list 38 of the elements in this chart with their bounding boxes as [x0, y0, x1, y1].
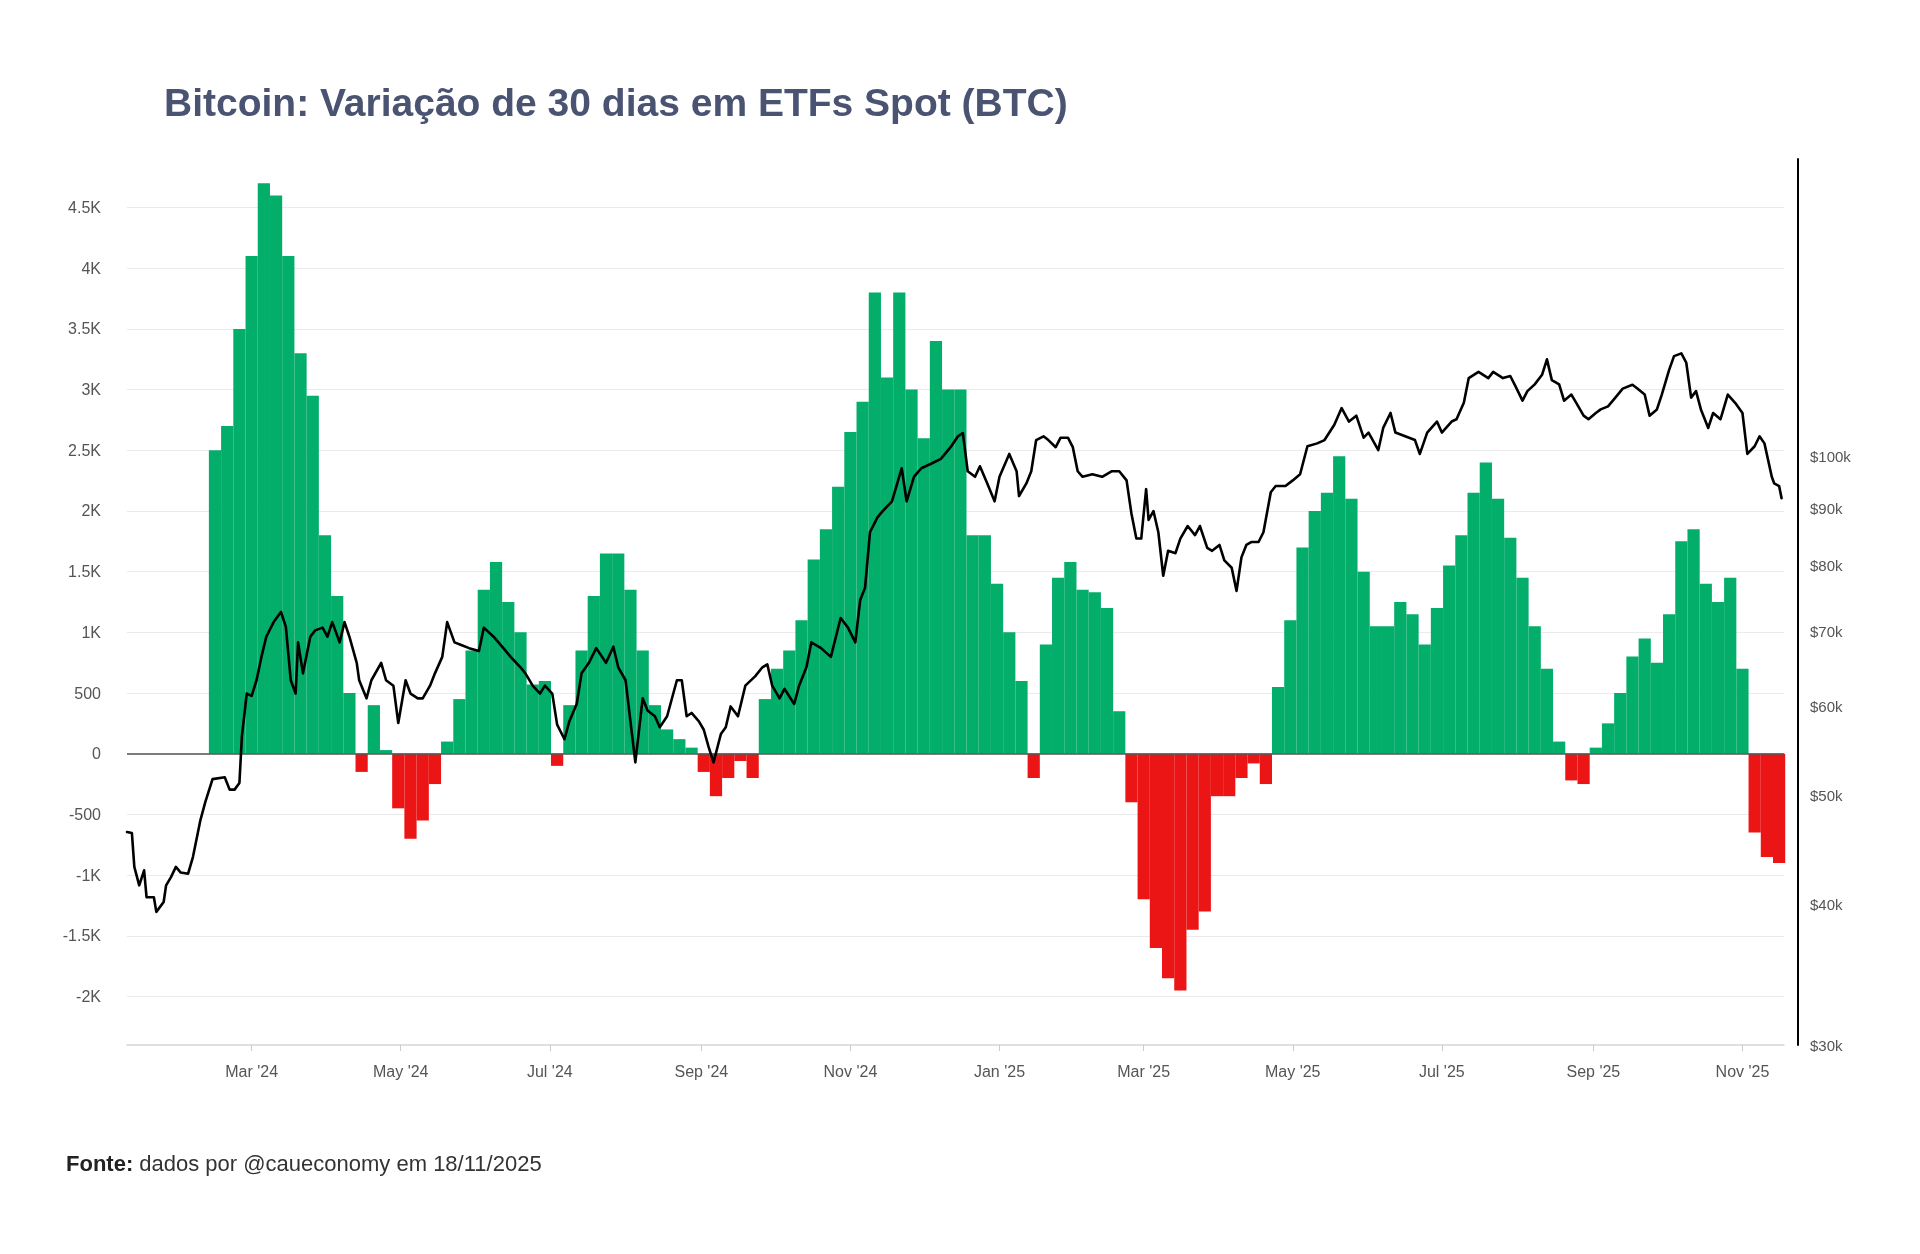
x-tick-label: May '25: [1265, 1062, 1321, 1080]
y-tick-label: 4.5K: [68, 199, 102, 217]
y2-tick-label: $50k: [1810, 786, 1844, 804]
y2-tick-label: $80k: [1810, 557, 1844, 575]
y2-tick-label: $30k: [1810, 1036, 1844, 1054]
y-tick-label: 2.5K: [68, 441, 102, 459]
y-tick-label: -2K: [76, 987, 102, 1005]
y2-tick-label: $90k: [1810, 499, 1844, 517]
y2-tick-label: $60k: [1810, 697, 1844, 715]
source-note: Fonte: dados por @caueconomy em 18/11/2025: [66, 1150, 542, 1176]
bar: [355, 753, 368, 772]
y-tick-label: 1K: [81, 623, 102, 641]
x-tick-label: Jan '25: [973, 1062, 1026, 1080]
chart-title: Bitcoin: Variação de 30 dias em ETFs Spot (BTC): [164, 81, 1068, 124]
y-tick-label: -1.5K: [62, 927, 102, 945]
y-tick-label: 1.5K: [68, 563, 102, 581]
x-tick-label: Sep '25: [1566, 1062, 1621, 1080]
x-tick-label: Jul '25: [1418, 1062, 1465, 1080]
y-tick-label: 3K: [81, 381, 102, 399]
y-tick-label: 2K: [81, 502, 102, 520]
x-tick-label: Nov '24: [823, 1062, 878, 1080]
y2-tick-label: $40k: [1810, 895, 1844, 913]
y-tick-label: 3.5K: [68, 320, 102, 338]
y-tick-label: 0: [92, 745, 102, 763]
x-tick-label: Nov '25: [1715, 1062, 1770, 1080]
y-tick-label: -500: [68, 805, 102, 823]
y-tick-label: 4K: [81, 259, 102, 277]
x-tick-label: Mar '25: [1117, 1062, 1171, 1080]
line-series: [125, 352, 1783, 914]
x-tick-label: Sep '24: [674, 1062, 729, 1080]
y2-tick-label: $70k: [1810, 622, 1844, 640]
y2-tick-label: $100k: [1810, 448, 1852, 466]
x-tick-label: Jul '24: [526, 1062, 573, 1080]
bar: [1027, 753, 1040, 778]
y-tick-label: -1K: [76, 866, 102, 884]
x-tick-label: May '24: [372, 1062, 429, 1080]
x-tick-label: Mar '24: [225, 1062, 279, 1080]
y-tick-label: 500: [74, 684, 102, 702]
